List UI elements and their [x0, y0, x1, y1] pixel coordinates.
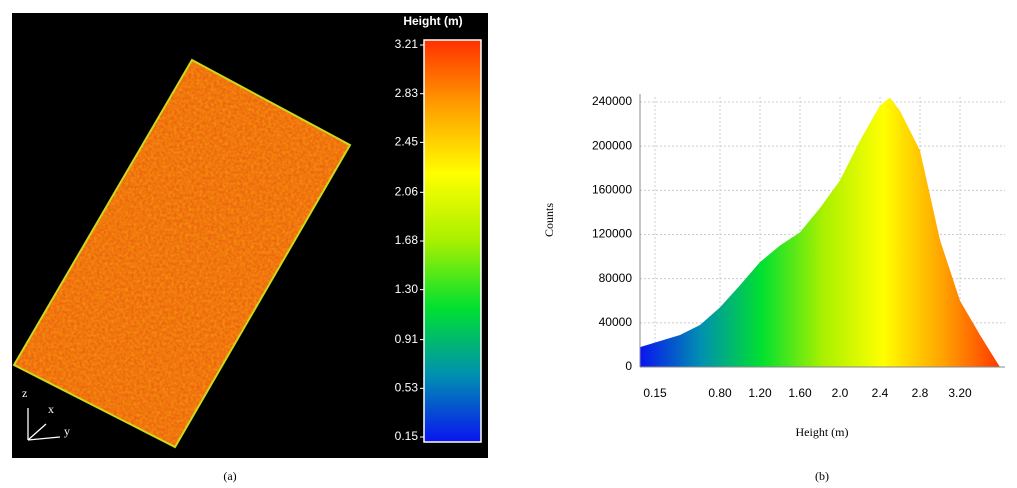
- axis-label-x: x: [48, 402, 54, 416]
- colorbar-tick-label: 2.83: [395, 86, 419, 100]
- x-tick-label: 2.4: [872, 386, 889, 400]
- colorbar: [424, 40, 481, 442]
- figure: z x y Height (m) (a) (b) Height (m) Coun…: [0, 0, 1017, 488]
- y-tick-label: 240000: [592, 94, 632, 108]
- colorbar-tick-label: 2.06: [395, 184, 419, 198]
- caption-a: (a): [223, 469, 236, 483]
- y-tick-label: 80000: [599, 271, 633, 285]
- y-tick-label: 120000: [592, 227, 632, 241]
- colorbar-tick-label: 1.68: [395, 233, 419, 247]
- colorbar-tick-label: 3.21: [395, 37, 419, 51]
- colorbar-tick-label: 2.45: [395, 135, 419, 149]
- x-tick-label: 0.80: [708, 386, 732, 400]
- colorbar-tick-label: 1.30: [395, 282, 419, 296]
- y-axis-title: Counts: [542, 203, 556, 237]
- histogram-area: [640, 98, 1000, 367]
- colorbar-tick-label: 0.91: [395, 332, 419, 346]
- x-axis-title: Height (m): [796, 425, 849, 439]
- x-tick-label: 2.0: [832, 386, 849, 400]
- y-tick-label: 200000: [592, 138, 632, 152]
- caption-b: (b): [815, 469, 829, 483]
- colorbar-tick-label: 0.15: [395, 429, 419, 443]
- y-tick-label: 0: [625, 359, 632, 373]
- x-tick-label: 2.8: [912, 386, 929, 400]
- x-tick-label: 0.15: [643, 386, 667, 400]
- colorbar-title: Height (m): [403, 14, 462, 28]
- y-tick-label: 40000: [599, 315, 633, 329]
- y-tick-label: 160000: [592, 183, 632, 197]
- x-tick-label: 1.60: [788, 386, 812, 400]
- axis-label-z: z: [22, 386, 27, 400]
- colorbar-tick-label: 0.53: [395, 380, 419, 394]
- axis-label-y: y: [64, 424, 70, 438]
- x-tick-label: 3.20: [948, 386, 972, 400]
- x-tick-label: 1.20: [748, 386, 772, 400]
